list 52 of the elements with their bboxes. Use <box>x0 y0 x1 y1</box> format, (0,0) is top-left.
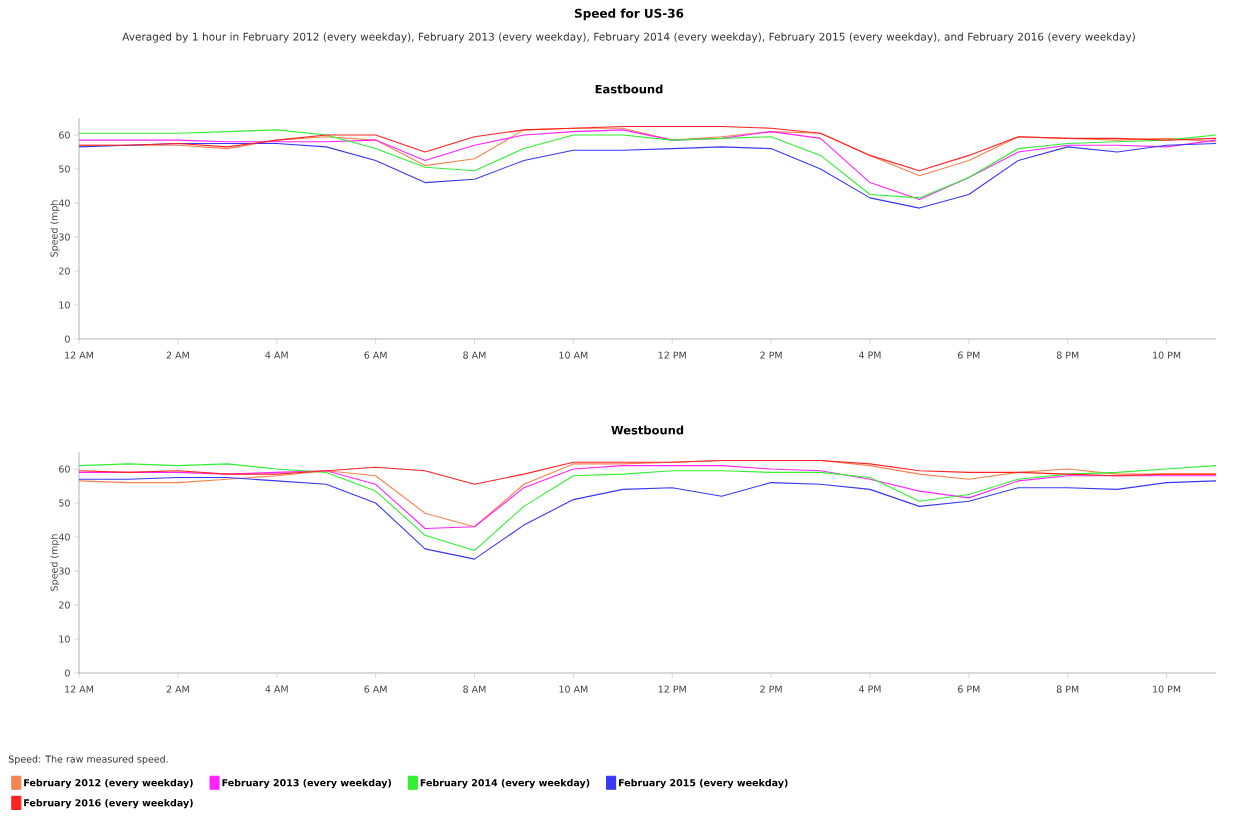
y-tick-label: 20 <box>59 601 70 609</box>
x-tick-label: 8 PM <box>1056 685 1079 693</box>
x-tick-label: 12 PM <box>658 685 686 693</box>
legend-label: February 2015 (every weekday) <box>619 778 788 789</box>
y-axis-title: Speed (mph <box>50 534 60 591</box>
x-tick-label: 8 PM <box>1056 351 1079 359</box>
x-tick-label: 10 PM <box>1153 685 1181 693</box>
line-series <box>78 463 1217 552</box>
x-tick-label: 12 AM <box>65 351 93 359</box>
x-tick-label: 6 AM <box>364 685 387 693</box>
x-tick-label: 12 PM <box>658 351 686 359</box>
x-tick-label: 4 AM <box>265 351 288 359</box>
y-tick-label: 40 <box>58 199 70 207</box>
y-tick-label: 10 <box>59 301 70 309</box>
x-tick-label: 2 AM <box>166 685 189 693</box>
chart-title: Westbound <box>611 425 684 435</box>
x-tick-label: 8 AM <box>463 685 486 693</box>
x-tick-label: 6 AM <box>364 351 387 359</box>
x-tick-label: 10 AM <box>559 685 588 693</box>
y-tick-label: 50 <box>59 165 70 173</box>
y-tick-label: 50 <box>59 499 70 507</box>
x-tick-label: 10 PM <box>1153 351 1181 359</box>
y-tick-label: 60 <box>59 465 70 473</box>
x-tick-label: 2 PM <box>760 351 782 359</box>
y-tick-label: 20 <box>59 267 70 275</box>
x-tick-label: 10 AM <box>559 351 588 359</box>
x-tick-label: 4 AM <box>265 685 288 693</box>
chart-subtitle: Averaged by 1 hour in February 2012 (every weekday), February 2013 (every weekday), February 2014 (every weekday), February 2015 (every weekday), and February 2016 (every weekday) <box>122 32 1135 43</box>
legend-label: February 2016 (every weekday) <box>24 799 193 809</box>
y-tick-label: 0 <box>65 669 70 677</box>
legend-label: February 2014 (every weekday) <box>420 778 590 789</box>
x-tick-label: 2 PM <box>760 685 782 693</box>
x-tick-label: 2 AM <box>166 351 189 359</box>
x-tick-label: 6 PM <box>958 351 980 359</box>
x-tick-label: 8 AM <box>463 351 486 359</box>
y-tick-label: 40 <box>58 533 70 541</box>
x-tick-label: 4 PM <box>858 685 881 693</box>
legend-label: February 2013 (every weekday) <box>222 778 391 789</box>
y-tick-label: 60 <box>59 131 70 139</box>
line-series <box>78 476 1217 560</box>
text: Speed: The raw measured speed. <box>8 755 168 765</box>
y-tick-label: 30 <box>59 567 70 575</box>
y-tick-label: 0 <box>65 335 70 343</box>
legend-label: February 2012 (every weekday) <box>24 778 193 789</box>
text: Eastbound <box>595 84 663 94</box>
chart-title: Speed for US-36 <box>574 8 684 21</box>
x-tick-label: 4 PM <box>858 351 881 359</box>
y-axis-title: Speed (mph <box>50 200 60 257</box>
y-tick-label: 10 <box>59 635 70 643</box>
x-tick-label: 6 PM <box>958 685 980 693</box>
y-tick-label: 30 <box>59 233 70 241</box>
x-tick-label: 12 AM <box>65 685 93 693</box>
